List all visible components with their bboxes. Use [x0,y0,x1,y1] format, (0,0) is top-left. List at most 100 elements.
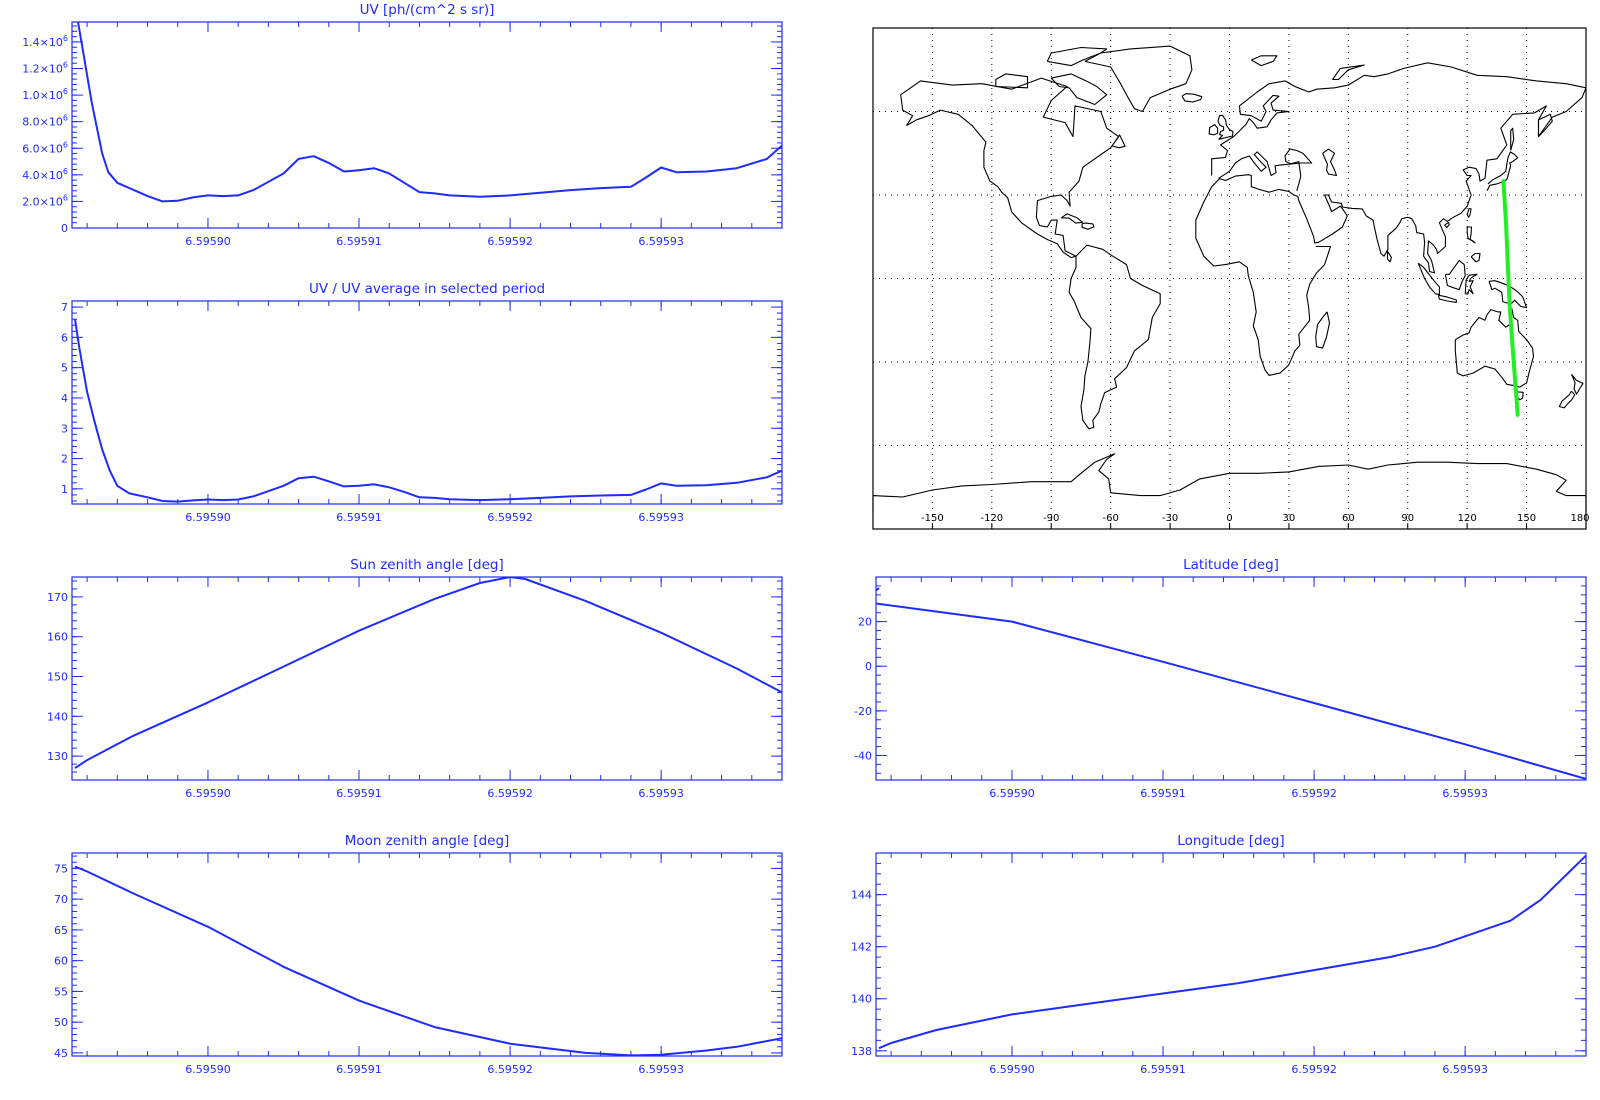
plot-frame [71,300,783,505]
chart-uv: UV [ph/(cm^2 s sr)] 6.59590 6.59591 6.59592… [22,2,783,248]
x-tick-label: 6.59591 [336,1063,382,1076]
world-map: -150 -120 -90 -60 -30 0 30 60 90 120 150 180 [872,27,1590,530]
y-tick-label: 70 [54,893,68,906]
ground-track [1501,179,1520,417]
coastline-newfoundland [1111,134,1126,149]
y-tick-label: 60 [54,955,68,968]
coastline-hispaniola [1081,222,1095,230]
map-x-tick-label: 0 [1226,513,1232,524]
y-tick-label: 2 [61,453,68,466]
y-tick-label: 0 [61,222,68,235]
y-tick-label: 1.0×106 [22,87,68,102]
coastline-north-america [900,77,1120,259]
y-tick-label: 140 [47,710,68,723]
map-x-tick-label: 90 [1401,513,1414,524]
y-tick-label: 20 [858,616,872,629]
x-tick-label: 6.59592 [487,1063,533,1076]
x-tick-label: 6.59593 [638,787,684,800]
y-tick-label: 5 [61,362,68,375]
coastline-sakhalin [1510,127,1515,151]
chart-longitude: Longitude [deg] 6.59590 6.59591 6.59592 6.59… [851,833,1587,1076]
chart-title: Moon zenith angle [deg] [345,833,510,849]
x-tick-label: 6.59591 [336,235,382,248]
plot-frame [875,852,1587,1057]
coastline-mindanao [1470,252,1481,263]
coastline-iceland [1181,93,1203,103]
coastline-sri-lanka [1386,250,1393,263]
chart-moon-zenith: Moon zenith angle [deg] 6.59590 6.59591 6.5… [54,833,783,1076]
map-x-tick-label: 60 [1342,513,1355,524]
x-tick-label: 6.59590 [185,1063,231,1076]
coastline-new-guinea [1488,280,1528,309]
x-tick-label: 6.59592 [487,511,533,524]
y-tick-label: 4.0×106 [22,167,68,182]
map-x-tick-label: -90 [1043,513,1059,524]
coastline-great-britain [1217,114,1234,140]
y-tick-label: -20 [854,705,872,718]
map-x-tick-label: 180 [1570,513,1589,524]
x-tick-label: 6.59593 [638,1063,684,1076]
y-tick-label: 138 [851,1045,872,1058]
y-tick-label: 170 [47,591,68,604]
coastline-japan [1486,151,1519,192]
coastline-south-america [1068,244,1161,430]
y-tick-label: 75 [54,862,68,875]
x-tick-label: 6.59591 [336,787,382,800]
coastline-baffin-island [1050,73,1108,106]
coastline-madagascar [1315,311,1331,349]
coastline-java [1437,294,1457,303]
y-tick-label: 142 [851,941,872,954]
coastline-luzon [1466,226,1476,244]
y-tick-label: 150 [47,671,68,684]
coastline-antarctica [872,453,1587,513]
plot-frame [71,576,783,781]
coastline-eurasia [1195,62,1587,376]
chart-title: Sun zenith angle [deg] [350,557,504,573]
x-tick-label: 6.59591 [336,511,382,524]
coastline-borneo [1444,259,1466,291]
coastline-new-zealand-north [1570,373,1584,395]
y-tick-label: 55 [54,985,68,998]
coastline-sumatra [1417,262,1440,296]
y-tick-label: 8.0×106 [22,114,68,129]
coastline-mediterranean-north [1218,148,1313,191]
x-tick-label: 6.59592 [1291,787,1337,800]
x-tick-label: 6.59593 [638,511,684,524]
x-tick-label: 6.59591 [1140,1063,1186,1076]
coastline-greenland [1084,45,1193,113]
y-tick-label: 0 [865,660,872,673]
x-tick-label: 6.59590 [185,235,231,248]
coastline-cuba [1060,213,1084,224]
coastline-sulawesi [1464,273,1478,295]
y-tick-label: -40 [854,749,872,762]
y-tick-label: 144 [851,889,872,902]
coastline-taiwan [1466,207,1472,218]
x-tick-label: 6.59590 [185,511,231,524]
x-tick-label: 6.59593 [1442,1063,1488,1076]
y-tick-label: 1.2×106 [22,61,68,76]
y-tick-label: 160 [47,631,68,644]
x-tick-label: 6.59592 [487,235,533,248]
plot-frame [71,21,783,229]
coastline-victoria-island [995,73,1029,89]
chart-title: Latitude [deg] [1183,557,1279,573]
x-tick-label: 6.59593 [638,235,684,248]
y-tick-label: 1.4×106 [22,34,68,49]
map-x-tick-label: 120 [1458,513,1477,524]
y-tick-label: 4 [61,392,68,405]
coastline-australia [1454,307,1535,388]
coastline-ireland [1208,124,1219,136]
coastline-hainan [1444,222,1450,229]
chart-sun-zenith: Sun zenith angle [deg] 6.59590 6.59591 6.59… [47,557,783,800]
x-tick-label: 6.59591 [1140,787,1186,800]
x-tick-label: 6.59590 [185,787,231,800]
plot-frame [71,852,783,1057]
y-tick-label: 130 [47,750,68,763]
y-tick-label: 3 [61,422,68,435]
series-line [74,577,782,769]
chart-uv-ratio: UV / UV average in selected period 6.5959… [61,281,783,524]
chart-title: Longitude [deg] [1177,833,1284,849]
map-x-tick-label: 30 [1283,513,1296,524]
map-x-tick-label: -60 [1102,513,1118,524]
